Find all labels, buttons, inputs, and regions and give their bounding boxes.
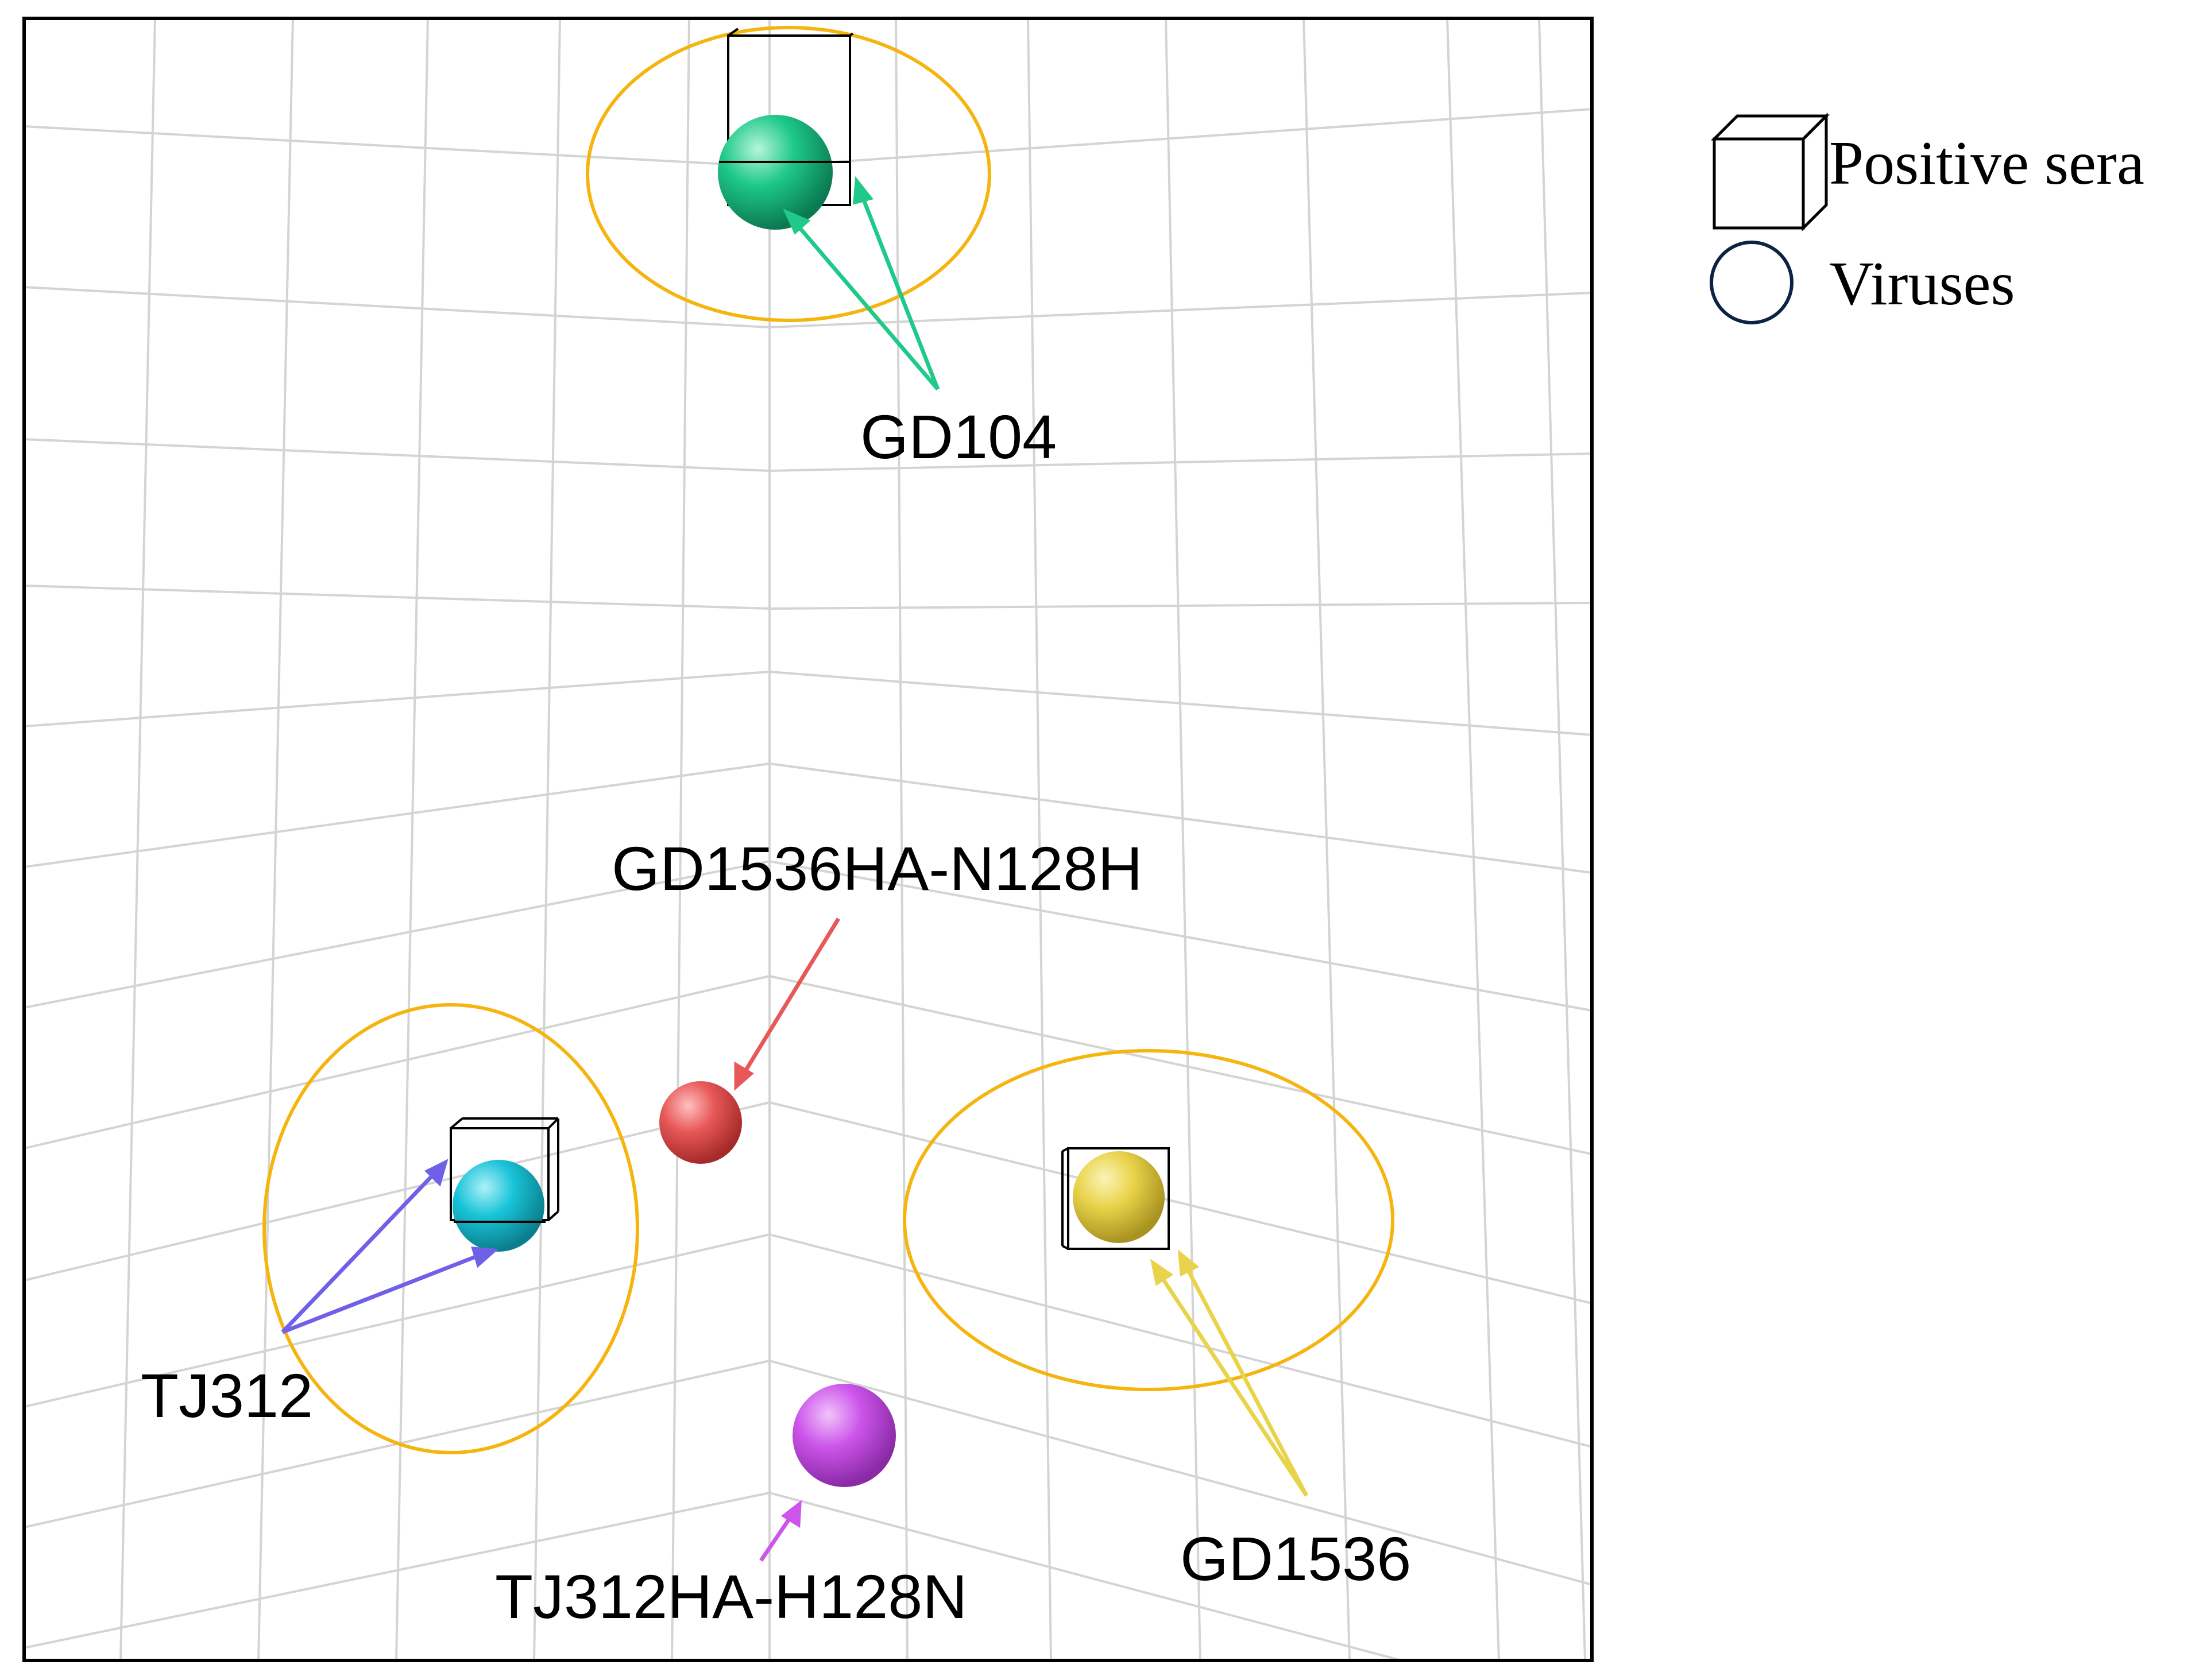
virus-sphere-gd1536-mutant [659, 1081, 742, 1164]
cluster-ellipse-gd1536 [903, 1049, 1394, 1391]
legend: Positive sera Viruses [1710, 112, 2144, 324]
label-gd1536-mutant: GD1536HA-N128H [612, 834, 1142, 903]
plot-frame [22, 17, 1594, 1662]
arrow-gd1536 [1150, 1249, 1309, 1497]
virus-sphere-tj312-mutant [793, 1384, 896, 1487]
sera-cube-gd1536 [1061, 1147, 1170, 1250]
label-gd104: GD104 [860, 402, 1057, 471]
grid-lines [24, 18, 1592, 1660]
arrow-tj312-mutant [759, 1500, 802, 1562]
label-tj312: TJ312 [141, 1361, 313, 1430]
virus-sphere-gd1536 [1073, 1151, 1165, 1243]
arrow-gd104 [783, 176, 940, 391]
arrow-tj312 [281, 1159, 499, 1334]
virus-sphere-tj312 [453, 1160, 544, 1252]
legend-label-viruses: Viruses [1829, 250, 2015, 318]
cluster-ellipse-tj312 [262, 1003, 639, 1454]
cluster-ellipse-gd104 [586, 26, 991, 322]
label-tj312-mutant: TJ312HA-H128N [495, 1562, 967, 1631]
legend-label-positive-sera: Positive sera [1829, 129, 2144, 198]
circle-icon [1710, 241, 1794, 324]
virus-sphere-gd104 [718, 115, 833, 230]
label-gd1536: GD1536 [1180, 1524, 1411, 1593]
arrow-gd1536-mutant [734, 918, 840, 1091]
cube-icon [1710, 112, 1830, 232]
